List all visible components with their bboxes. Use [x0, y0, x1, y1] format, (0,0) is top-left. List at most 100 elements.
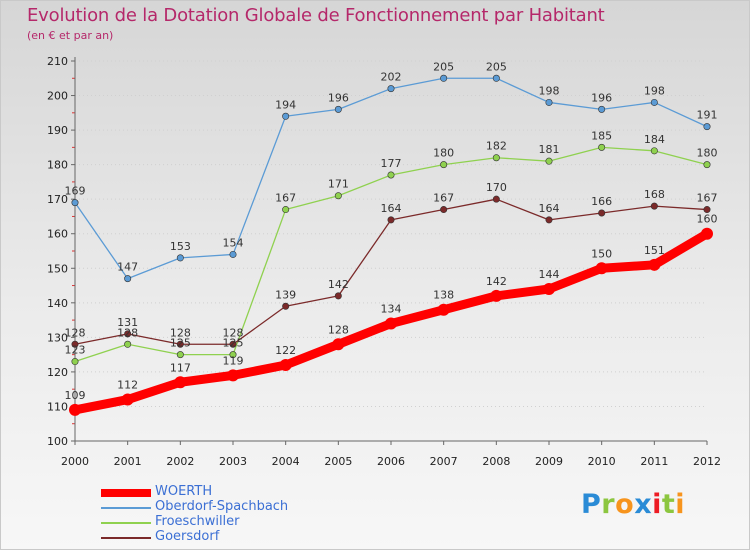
- data-point: [71, 199, 79, 207]
- data-label: 128: [65, 326, 86, 339]
- y-tick-label: 110: [47, 400, 68, 413]
- data-label: 139: [275, 288, 296, 301]
- data-label: 180: [433, 147, 454, 160]
- proxiti-logo: Proxiti: [581, 489, 686, 520]
- data-label: 205: [433, 60, 454, 73]
- data-label: 169: [65, 185, 86, 198]
- data-label: 151: [644, 244, 665, 257]
- data-point: [701, 227, 713, 240]
- y-tick-label: 130: [47, 331, 68, 344]
- data-label: 194: [275, 98, 296, 111]
- data-point: [545, 216, 553, 224]
- data-label: 171: [328, 178, 349, 191]
- data-point: [334, 105, 342, 113]
- data-point: [124, 275, 132, 283]
- data-point: [598, 105, 606, 113]
- data-point: [492, 74, 500, 82]
- data-point: [492, 154, 500, 162]
- data-label: 128: [117, 326, 138, 339]
- data-label: 131: [117, 316, 138, 329]
- data-label: 128: [328, 323, 349, 336]
- x-tick-label: 2010: [588, 455, 616, 468]
- data-point: [174, 376, 187, 389]
- data-point: [703, 123, 711, 131]
- data-label: 160: [697, 213, 718, 226]
- legend-swatch: [101, 522, 151, 524]
- legend-swatch: [101, 489, 151, 497]
- y-tick-label: 200: [47, 90, 68, 103]
- x-tick-label: 2002: [166, 455, 194, 468]
- legend-label: Oberdorf-Spachbach: [155, 499, 289, 514]
- data-label: 167: [275, 192, 296, 205]
- data-point: [279, 359, 292, 371]
- data-labels: 169 147 153 154 194 196 202 205 205 198 196 198 191 1…: [65, 60, 718, 402]
- data-point: [598, 209, 606, 217]
- data-point: [385, 317, 397, 330]
- data-point: [648, 258, 661, 271]
- data-point: [492, 195, 500, 203]
- data-label: 125: [223, 337, 244, 350]
- data-label: 122: [275, 344, 296, 357]
- data-point: [440, 74, 448, 82]
- data-point: [229, 340, 237, 348]
- y-tick-label: 160: [47, 228, 68, 241]
- legend-swatch: [101, 507, 151, 509]
- data-point: [440, 161, 448, 169]
- data-label: 142: [328, 278, 349, 291]
- y-tick-label: 180: [47, 159, 68, 172]
- data-label: 170: [486, 181, 507, 194]
- data-label: 128: [223, 326, 244, 339]
- data-label: 164: [539, 202, 560, 215]
- data-point: [176, 340, 184, 348]
- data-point: [71, 358, 79, 366]
- data-label: 154: [223, 236, 244, 249]
- data-label: 185: [591, 129, 612, 142]
- data-point: [437, 303, 450, 316]
- data-point: [387, 85, 395, 93]
- data-label: 123: [65, 344, 86, 357]
- x-tick-label: 2000: [61, 455, 89, 468]
- data-point: [543, 283, 555, 295]
- x-tick-label: 2009: [535, 455, 563, 468]
- data-point: [650, 98, 658, 106]
- y-tick-label: 170: [47, 193, 68, 206]
- chart-title: Evolution de la Dotation Globale de Fonc…: [27, 5, 605, 26]
- data-label: 181: [539, 143, 560, 156]
- legend-label: Goersdorf: [155, 529, 220, 544]
- data-point: [227, 369, 239, 382]
- data-label: 202: [381, 71, 402, 84]
- data-label: 125: [170, 337, 191, 350]
- data-point: [176, 351, 184, 359]
- data-label: 205: [486, 60, 507, 73]
- data-point: [387, 171, 395, 179]
- data-label: 198: [539, 84, 560, 97]
- x-tick-label: 2011: [640, 455, 668, 468]
- y-tick-label: 120: [47, 366, 68, 379]
- data-point: [703, 206, 711, 214]
- data-label: 109: [65, 389, 86, 402]
- data-label: 166: [591, 195, 612, 208]
- data-label: 182: [486, 140, 507, 153]
- data-point: [69, 403, 81, 416]
- data-label: 117: [170, 361, 191, 374]
- data-point: [545, 157, 553, 165]
- data-label: 153: [170, 240, 191, 253]
- x-tick-label: 2012: [693, 455, 721, 468]
- y-tick-label: 100: [47, 435, 68, 448]
- data-label: 198: [644, 84, 665, 97]
- data-label: 167: [697, 192, 718, 205]
- series-layer: [69, 74, 713, 416]
- y-tick-label: 190: [47, 124, 68, 137]
- legend-swatch: [101, 537, 151, 539]
- data-point: [282, 302, 290, 310]
- data-label: 180: [697, 147, 718, 160]
- x-tick-label: 2007: [430, 455, 458, 468]
- data-point: [124, 330, 132, 338]
- data-label: 144: [539, 268, 560, 281]
- x-tick-label: 2003: [219, 455, 247, 468]
- data-point: [71, 340, 79, 348]
- data-point: [387, 216, 395, 224]
- data-point: [176, 254, 184, 262]
- y-tick-label: 150: [47, 262, 68, 275]
